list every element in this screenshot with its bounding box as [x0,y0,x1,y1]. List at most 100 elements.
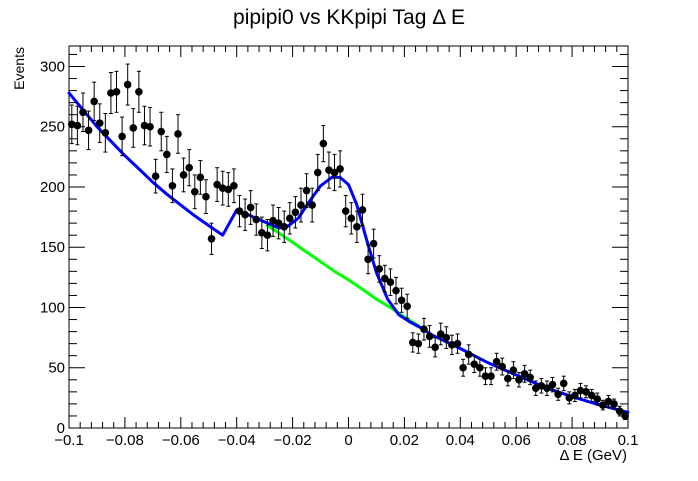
data-marker [476,363,484,372]
data-marker [364,255,372,264]
data-point [436,322,445,346]
data-point [476,358,484,377]
data-marker [509,366,518,374]
data-marker [520,369,529,378]
data-point [341,194,350,228]
data-point [487,367,495,386]
data-point [202,179,210,215]
data-point [135,70,143,113]
data-marker [403,302,411,311]
data-marker [582,388,590,396]
data-marker [492,357,501,366]
y-tick-label: 300 [40,58,65,75]
data-marker [168,181,177,190]
y-tick-label: 0 [57,420,65,437]
data-marker [112,87,121,96]
data-marker [135,87,143,96]
data-marker [436,330,445,338]
data-point [492,352,501,371]
x-tick-label: 0.08 [557,432,586,449]
data-marker [353,222,361,231]
data-point [157,111,166,152]
data-marker [101,128,110,137]
data-point [543,380,551,396]
data-point [442,326,451,349]
data-point [73,105,82,146]
data-marker [420,325,428,333]
chart-title: pipipi0 vs KKpipi Tag Δ E [233,6,465,29]
data-point [90,81,98,122]
data-marker [174,130,182,138]
data-point [381,264,389,293]
data-point [241,198,249,231]
axes-frame [68,45,629,429]
data-marker [559,379,568,388]
data-marker [481,372,490,380]
data-marker [459,363,467,372]
data-marker [515,375,523,384]
data-point [263,219,272,252]
data-point [515,372,523,388]
data-point [252,203,261,236]
data-point [358,193,367,227]
data-marker [263,231,272,239]
data-point [408,332,417,353]
data-marker [146,122,154,131]
data-marker [431,343,439,352]
data-point [587,388,596,402]
data-point [319,125,328,163]
data-marker [526,373,534,382]
data-marker [118,132,126,141]
data-point [504,370,512,387]
data-marker [543,384,551,393]
data-point [559,375,568,392]
data-marker [414,339,423,348]
data-point [179,157,188,193]
data-marker [571,391,579,400]
data-marker [313,168,322,177]
y-tick-label: 150 [40,239,65,256]
data-point [146,106,154,147]
data-marker [179,171,188,179]
data-marker [90,97,98,106]
data-marker [297,201,305,209]
data-point [526,369,534,386]
data-marker [246,203,255,212]
data-point [84,110,93,151]
data-marker [224,185,233,194]
data-point [95,103,104,143]
data-marker [615,407,624,415]
data-marker [587,391,596,400]
data-point [112,70,121,113]
data-point [610,398,618,410]
y-tick-label: 200 [40,179,65,196]
data-marker [397,296,406,305]
data-marker [498,362,507,371]
y-tick-label: 50 [48,360,65,377]
data-point [403,293,411,319]
data-marker [123,80,132,89]
data-point [297,187,305,223]
background-fit-curve [265,224,420,328]
data-marker [157,127,166,136]
x-tick-label: −0.04 [218,432,256,449]
data-marker [392,286,400,295]
data-point [168,168,177,204]
data-point [364,244,372,275]
data-points [67,63,630,421]
y-tick-label: 250 [40,119,65,136]
data-point [308,187,316,223]
data-point [129,108,138,148]
data-point [174,114,182,154]
data-marker [381,274,389,283]
data-marker [375,265,384,273]
data-point [123,63,132,106]
data-point [548,376,557,393]
data-marker [286,214,294,223]
data-point [347,202,356,235]
data-marker [358,206,367,214]
data-point [554,387,562,401]
data-point [336,150,344,188]
data-point [464,344,473,365]
